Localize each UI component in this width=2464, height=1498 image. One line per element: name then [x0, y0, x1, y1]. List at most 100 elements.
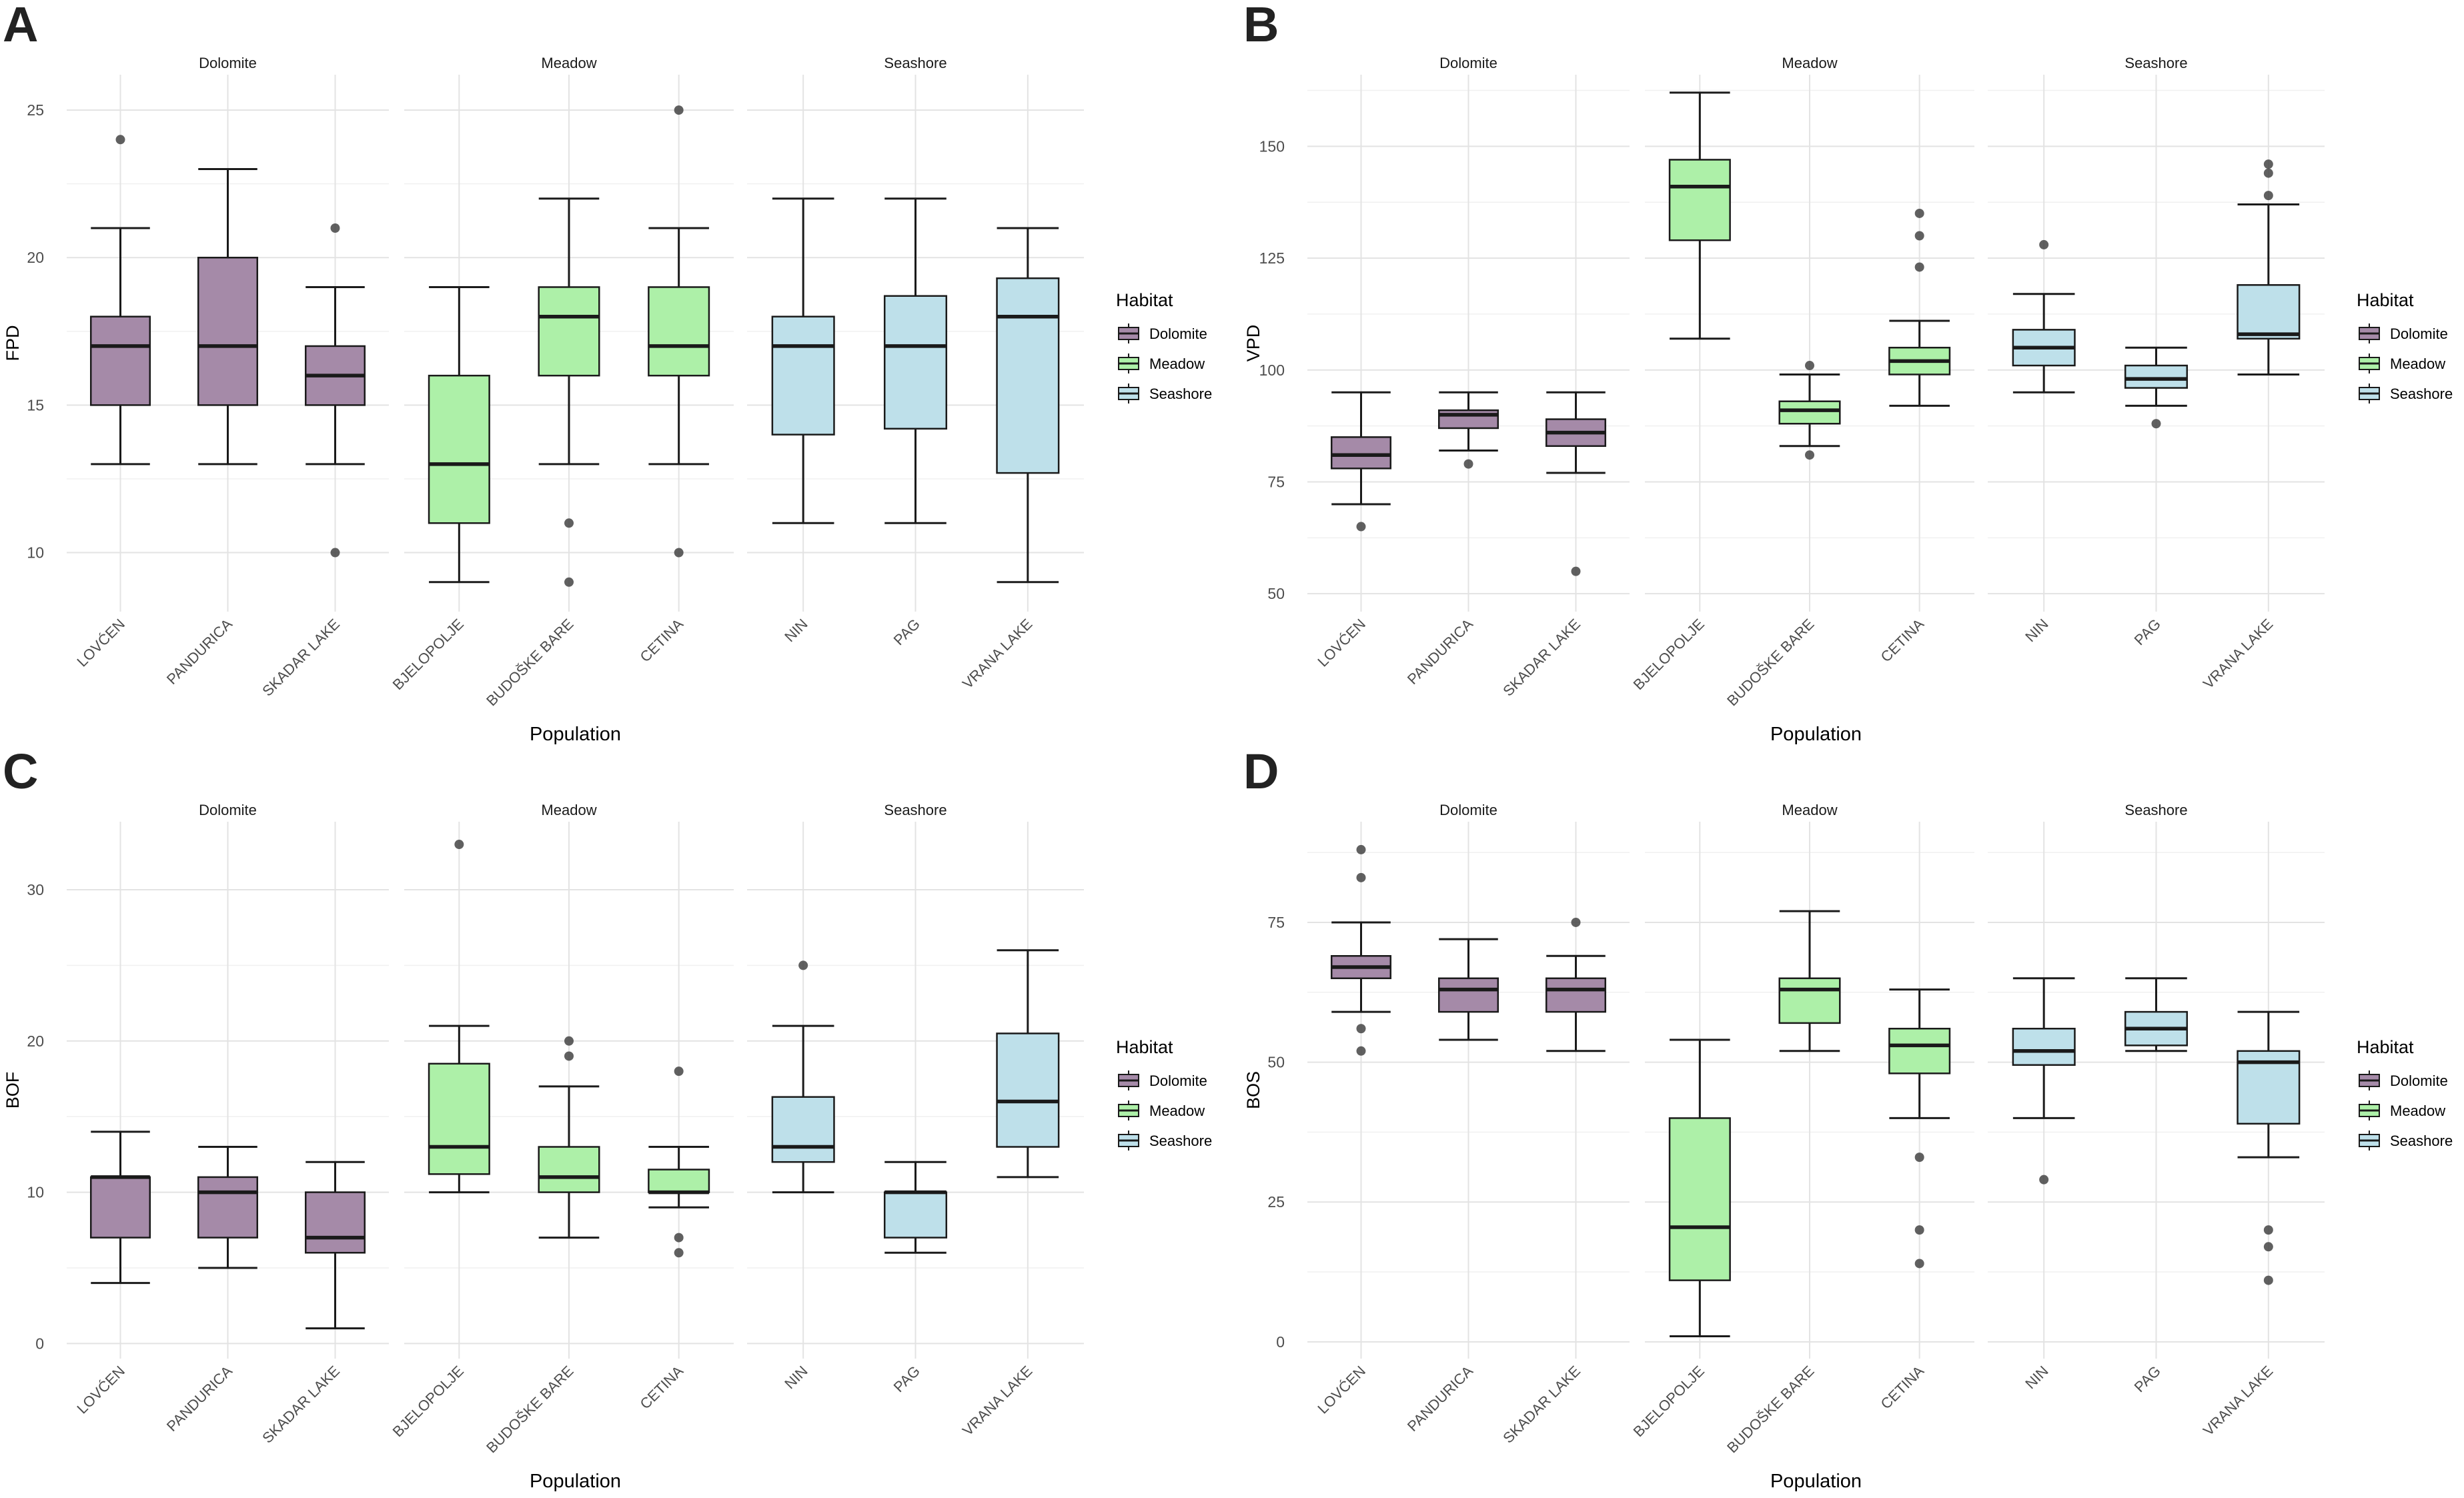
x-axis-label: Population: [530, 724, 621, 745]
outlier-point: [1571, 566, 1581, 576]
x-tick-label: PANDURICA: [1404, 616, 1476, 688]
box-iqr: [197, 256, 259, 406]
box-budoske-bare: BUDOŠKE BARE: [1724, 910, 1841, 1456]
facet-title: Meadow: [541, 802, 596, 818]
legend-label: Dolomite: [2390, 1072, 2448, 1089]
legend-label: Meadow: [1149, 1102, 1205, 1119]
facet-title: Meadow: [541, 55, 596, 71]
box-iqr: [89, 315, 151, 406]
panel-label: A: [3, 0, 38, 52]
x-tick-label: PAG: [2131, 616, 2164, 648]
box-iqr: [1545, 977, 1607, 1013]
y-tick-label: 150: [1259, 137, 1285, 155]
legend: Habitat Dolomite Meadow Seashore: [2357, 1037, 2453, 1152]
facet-title: Seashore: [884, 802, 947, 818]
outlier-point: [2039, 1175, 2049, 1185]
outlier-point: [1356, 522, 1366, 532]
legend-title: Habitat: [2357, 290, 2414, 310]
box-pandurica: PANDURICA: [1404, 391, 1499, 688]
box-iqr: [996, 277, 1060, 474]
y-tick-label: 25: [1267, 1193, 1285, 1211]
legend-label: Seashore: [2390, 386, 2453, 402]
x-tick-label: SKADAR LAKE: [259, 1363, 343, 1447]
x-tick-label: LOVĆEN: [73, 616, 128, 670]
box-iqr: [89, 1176, 151, 1239]
legend-item-seashore: Seashore: [2357, 1129, 2453, 1152]
x-tick-label: BUDOŠKE BARE: [1724, 1363, 1817, 1456]
legend-item-seashore: Seashore: [1116, 382, 1212, 405]
legend-title: Habitat: [1116, 290, 1173, 310]
x-tick-label: PANDURICA: [163, 1363, 235, 1435]
box-cetina: CETINA: [636, 1066, 710, 1413]
box-iqr: [428, 374, 490, 524]
x-tick-label: BUDOŠKE BARE: [1724, 616, 1817, 709]
y-tick-label: 10: [27, 1184, 44, 1201]
outlier-point: [1463, 459, 1473, 469]
y-tick-label: 30: [27, 881, 44, 898]
x-axis-label: Population: [1770, 724, 1862, 745]
box-vrana-lake: VRANA LAKE: [959, 227, 1060, 692]
x-tick-label: PAG: [890, 616, 923, 648]
outlier-point: [1914, 1225, 1924, 1235]
y-tick-label: 125: [1259, 249, 1285, 267]
legend-label: Dolomite: [1149, 325, 1207, 342]
x-tick-label: PAG: [890, 1363, 923, 1395]
box-bjelopolje: BJELOPOLJE: [390, 840, 490, 1440]
x-tick-label: SKADAR LAKE: [1499, 1363, 1584, 1447]
legend-label: Dolomite: [1149, 1072, 1207, 1089]
outlier-point: [674, 1066, 684, 1076]
x-tick-label: BJELOPOLJE: [1630, 1363, 1708, 1440]
outlier-point: [1356, 844, 1366, 854]
facet-meadow: Meadow BJELOPOLJE BUDOŠKE BARE CETINA: [1630, 802, 1974, 1456]
box-bjelopolje: BJELOPOLJE: [390, 285, 490, 693]
outlier-point: [2263, 159, 2273, 169]
legend-label: Meadow: [1149, 355, 1205, 372]
y-tick-label: 50: [1267, 1054, 1285, 1071]
legend-item-dolomite: Dolomite: [1116, 322, 1207, 345]
legend-title: Habitat: [1116, 1037, 1173, 1057]
facet-title: Dolomite: [1439, 802, 1497, 818]
y-tick-label: 75: [1267, 914, 1285, 931]
legend-item-meadow: Meadow: [1116, 1099, 1205, 1122]
chart-panel-b: B VPD 50 75 100 125 150 Population Dolomite LOVĆE…: [1243, 0, 2453, 745]
box-iqr: [883, 1191, 948, 1239]
box-lovcen: LOVĆEN: [73, 135, 151, 670]
panel-label: D: [1243, 744, 1279, 799]
box-nin: NIN: [2012, 977, 2076, 1392]
box-iqr: [1778, 977, 1841, 1024]
y-axis-label: FPD: [3, 325, 23, 361]
y-tick-label: 20: [27, 1032, 44, 1050]
outlier-point: [2263, 191, 2273, 201]
box-nin: NIN: [771, 197, 835, 645]
box-iqr: [771, 315, 835, 436]
box-bjelopolje: BJELOPOLJE: [1630, 91, 1731, 693]
outlier-point: [1805, 361, 1814, 371]
x-tick-label: NIN: [781, 1363, 810, 1392]
x-tick-label: PANDURICA: [1404, 1363, 1476, 1435]
outlier-point: [798, 960, 808, 970]
box-pag: PAG: [2124, 346, 2189, 648]
outlier-point: [2263, 1225, 2273, 1235]
legend-label: Seashore: [1149, 1133, 1212, 1149]
outlier-point: [564, 1051, 574, 1061]
box-iqr: [648, 286, 710, 377]
y-tick-label: 15: [27, 396, 44, 414]
box-iqr: [538, 286, 600, 377]
facet-title: Dolomite: [1439, 55, 1497, 71]
outlier-point: [1914, 262, 1924, 272]
facet-seashore: Seashore NIN PAG VRANA LAKE: [747, 55, 1084, 692]
outlier-point: [1914, 231, 1924, 241]
outlier-point: [2151, 419, 2161, 429]
box-iqr: [1668, 1117, 1731, 1281]
legend-label: Meadow: [2390, 355, 2445, 372]
box-iqr: [1888, 1028, 1951, 1074]
y-tick-label: 25: [27, 101, 44, 119]
y-tick-label: 20: [27, 249, 44, 266]
box-iqr: [1668, 159, 1731, 241]
box-iqr: [883, 295, 948, 430]
box-pandurica: PANDURICA: [163, 168, 259, 688]
x-axis-label: Population: [1770, 1471, 1862, 1492]
x-tick-label: BJELOPOLJE: [390, 616, 467, 693]
outlier-point: [115, 135, 125, 145]
